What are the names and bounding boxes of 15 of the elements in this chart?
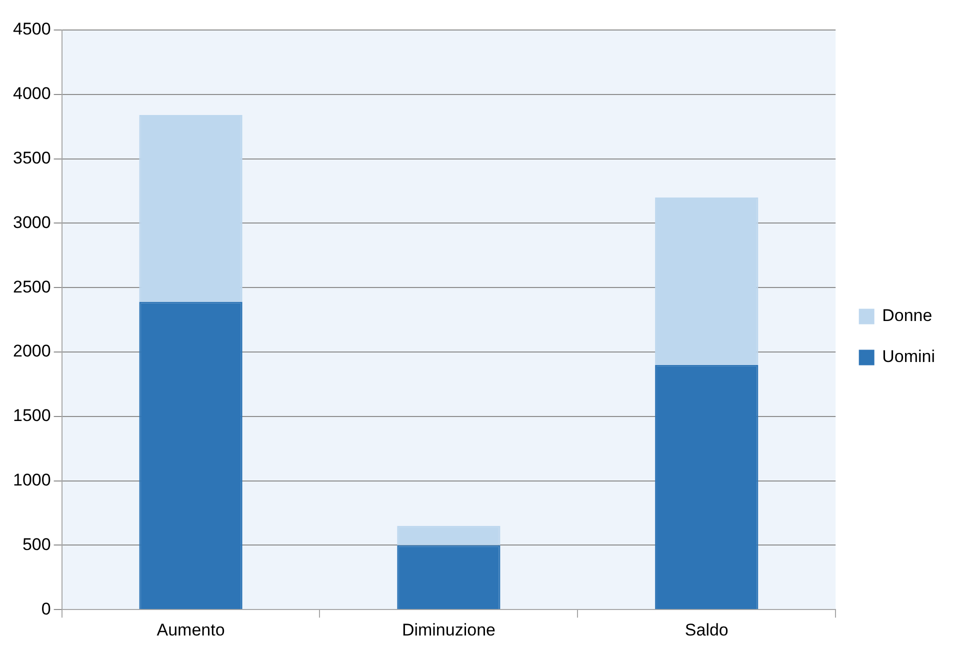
y-tick-label: 1000	[12, 470, 51, 490]
y-tick-label: 1500	[12, 406, 51, 426]
y-tick-label: 4000	[12, 84, 51, 104]
legend-label: Uomini	[882, 347, 936, 366]
y-tick-label: 3000	[12, 212, 51, 232]
x-tick-label: Diminuzione	[402, 620, 496, 640]
y-tick-label: 2500	[12, 277, 51, 296]
x-tick-label: Saldo	[684, 620, 728, 640]
x-tick-label: Aumento	[156, 620, 225, 640]
y-tick-label: 3500	[12, 148, 51, 168]
y-tick-label: 500	[22, 534, 51, 554]
y-tick-label: 0	[41, 599, 51, 618]
y-tick-label: 4500	[12, 20, 51, 39]
legend-label: Donne	[882, 306, 932, 326]
y-tick-label: 2000	[12, 342, 51, 361]
